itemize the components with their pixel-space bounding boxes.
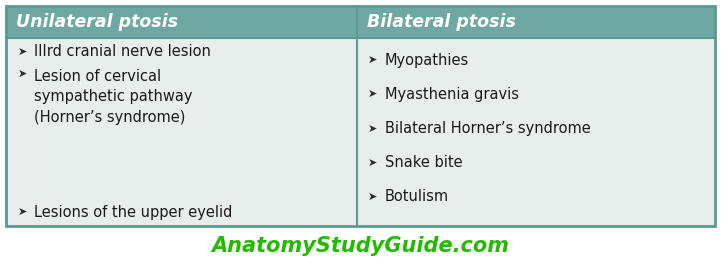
Text: Snake bite: Snake bite (385, 155, 462, 170)
Bar (6, 38, 357, 226)
Text: ➤: ➤ (368, 124, 378, 134)
Bar (357, 6, 715, 38)
Text: Lesions of the upper eyelid: Lesions of the upper eyelid (34, 205, 232, 220)
Text: Lesion of cervical
sympathetic pathway
(Horner’s syndrome): Lesion of cervical sympathetic pathway (… (34, 69, 193, 125)
Text: ➤: ➤ (368, 192, 378, 202)
Bar (6, 6, 715, 226)
Text: ➤: ➤ (17, 47, 27, 57)
Text: Myopathies: Myopathies (385, 53, 469, 68)
Text: Myasthenia gravis: Myasthenia gravis (385, 87, 519, 102)
Text: ➤: ➤ (17, 69, 27, 79)
Text: Bilateral Horner’s syndrome: Bilateral Horner’s syndrome (385, 121, 590, 136)
Text: ➤: ➤ (17, 207, 27, 217)
Text: Bilateral ptosis: Bilateral ptosis (367, 13, 516, 31)
Text: ➤: ➤ (368, 89, 378, 99)
Text: ➤: ➤ (368, 158, 378, 168)
Bar (357, 38, 715, 226)
Text: Unilateral ptosis: Unilateral ptosis (16, 13, 178, 31)
Text: Botulism: Botulism (385, 189, 449, 204)
Text: ➤: ➤ (368, 55, 378, 65)
Text: AnatomyStudyGuide.com: AnatomyStudyGuide.com (211, 236, 510, 256)
Text: IIIrd cranial nerve lesion: IIIrd cranial nerve lesion (34, 45, 211, 59)
Bar (6, 6, 357, 38)
